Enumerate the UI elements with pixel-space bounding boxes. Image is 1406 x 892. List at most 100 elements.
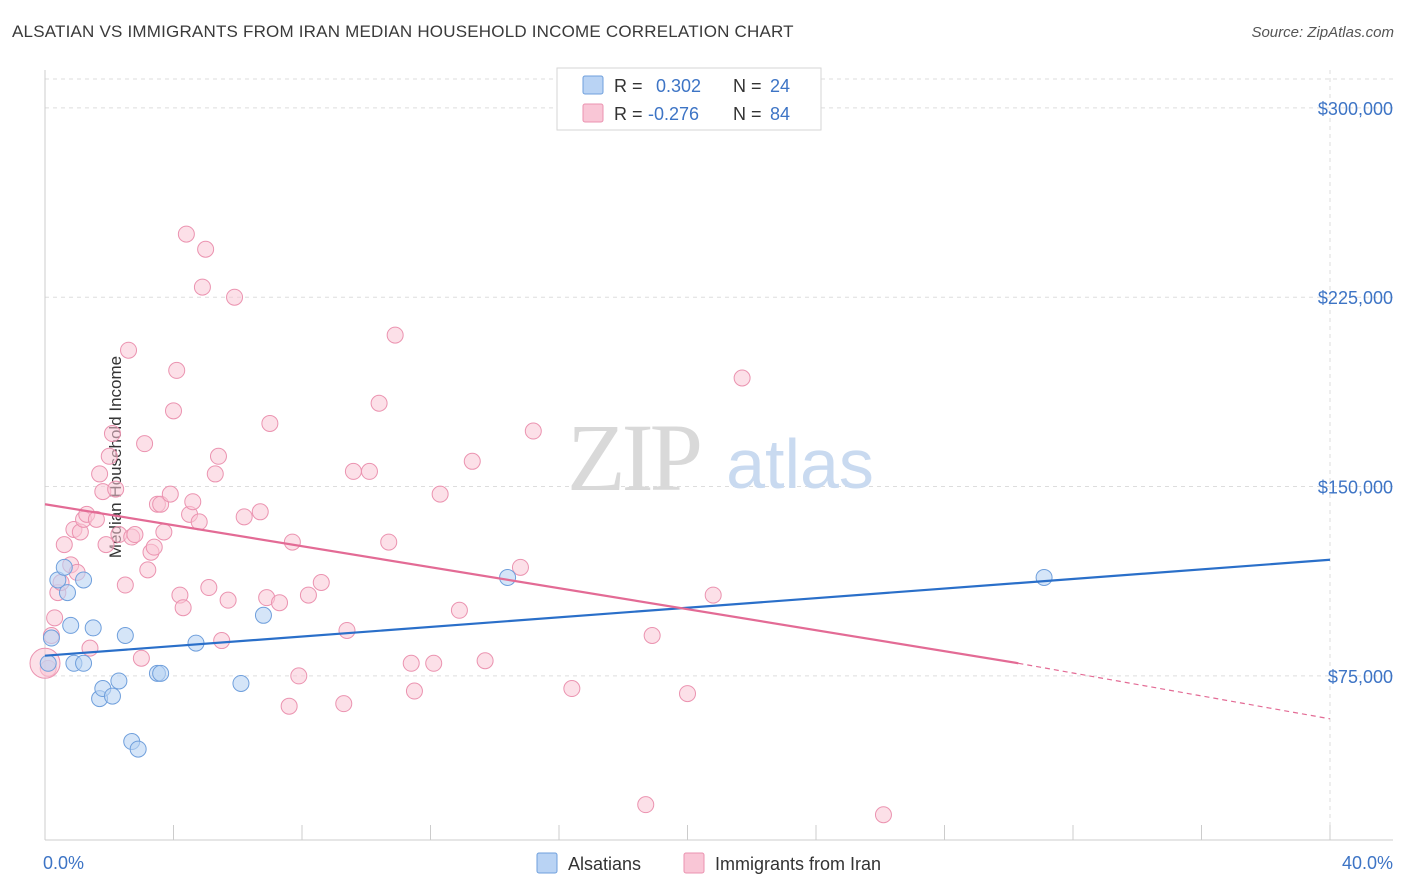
data-point-iran [200,579,218,597]
data-point-alsatians [103,687,121,705]
watermark: ZIP atlas [567,404,874,511]
data-point-iran [386,326,404,344]
data-point-iran [643,627,661,645]
trend-lines [44,503,1331,720]
data-point-iran [874,806,892,824]
data-point-iran [193,278,211,296]
data-point-iran [219,591,237,609]
data-point-iran [87,510,105,528]
chart-title: ALSATIAN VS IMMIGRANTS FROM IRAN MEDIAN … [12,22,794,41]
data-point-alsatians [129,740,147,758]
data-point-iran [405,682,423,700]
data-point-iran [463,452,481,470]
data-point-iran [46,609,64,627]
data-point-iran [733,369,751,387]
source-credit: Source: ZipAtlas.com [1251,24,1394,41]
data-point-iran [209,447,227,465]
data-point-iran [280,697,298,715]
data-point-iran [116,576,134,594]
legend-n-label-iran: N = [733,104,762,124]
data-point-alsatians [499,568,517,586]
trend-line-iran-extension [1018,662,1331,720]
data-point-iran [251,503,269,521]
legend-bottom-swatch-iran [683,852,705,874]
data-point-iran [679,685,696,703]
data-point-iran [235,508,253,526]
data-point-iran [511,558,529,576]
data-point-iran [107,480,125,498]
data-point-iran [380,533,398,551]
data-point-alsatians [42,629,60,647]
data-point-iran [637,796,655,814]
watermark-atlas: atlas [726,425,874,503]
data-point-alsatians [75,571,93,589]
data-point-iran [174,599,192,617]
data-point-iran [100,447,118,465]
gridlines [45,70,1393,840]
data-point-iran [206,465,224,483]
data-point-iran [197,240,215,258]
data-point-alsatians [254,606,272,624]
legend-bottom-alsatians: Alsatians [568,854,641,874]
legend-r-label-iran: R = [614,104,643,124]
data-point-alsatians [232,674,250,692]
legend-r-label-alsatians: R = [614,76,643,96]
data-point-iran [139,561,157,579]
data-point-alsatians [84,619,102,637]
legend-bottom: Alsatians Immigrants from Iran [536,852,881,874]
data-point-iran [312,573,330,591]
data-point-iran [145,538,163,556]
legend-r-value-alsatians: 0.302 [656,76,701,96]
legend-swatch-iran [582,103,604,123]
data-point-iran [370,394,388,412]
data-point-alsatians [55,558,73,576]
data-point-alsatians [110,672,128,690]
data-point-iran [431,485,449,503]
data-point-iran [360,462,378,480]
data-point-iran [184,493,202,511]
legend-bottom-iran: Immigrants from Iran [715,854,881,874]
x-tick-label: 0.0% [43,853,84,873]
data-point-iran [450,601,468,619]
data-point-iran [271,594,289,612]
axes [44,70,1393,841]
data-point-iran [155,523,173,541]
y-tick-label: $75,000 [1328,667,1393,687]
data-point-iran [161,485,179,503]
data-point-alsatians [116,627,134,645]
data-point-alsatians [39,654,57,672]
legend-swatch-alsatians [582,75,604,95]
data-point-iran [120,341,138,359]
data-point-iran [226,288,244,306]
data-point-alsatians [58,584,76,602]
data-point-iran [524,422,542,440]
data-point-iran [563,680,581,698]
data-point-iran [97,536,115,554]
data-point-iran [344,462,362,480]
series-immigrants-from-iran [29,225,892,824]
data-point-alsatians [1035,568,1053,586]
legend-bottom-swatch-alsatians [536,852,558,874]
data-point-alsatians [152,664,170,682]
data-point-alsatians [75,654,93,672]
data-point-iran [299,586,317,604]
data-point-iran [402,654,420,672]
tick-labels: $75,000 $150,000 $225,000 $300,000 0.0% 40.0% [43,99,1393,873]
data-point-iran [283,533,301,551]
legend-top: R = 0.302 N = 24 R = -0.276 N = 84 [556,67,822,131]
data-point-iran [704,586,722,604]
watermark-zip: ZIP [567,404,700,511]
data-point-iran [126,526,144,544]
x-tick-label: 40.0% [1342,853,1393,873]
trend-line-iran [44,503,1019,665]
legend-n-label-alsatians: N = [733,76,762,96]
legend-n-value-alsatians: 24 [770,76,790,96]
data-point-iran [132,649,150,667]
data-point-iran [91,465,109,483]
data-point-iran [476,652,494,670]
y-tick-label: $225,000 [1318,288,1393,308]
legend-r-value-iran: -0.276 [648,104,699,124]
y-tick-label: $300,000 [1318,99,1393,119]
data-point-iran [177,225,195,243]
